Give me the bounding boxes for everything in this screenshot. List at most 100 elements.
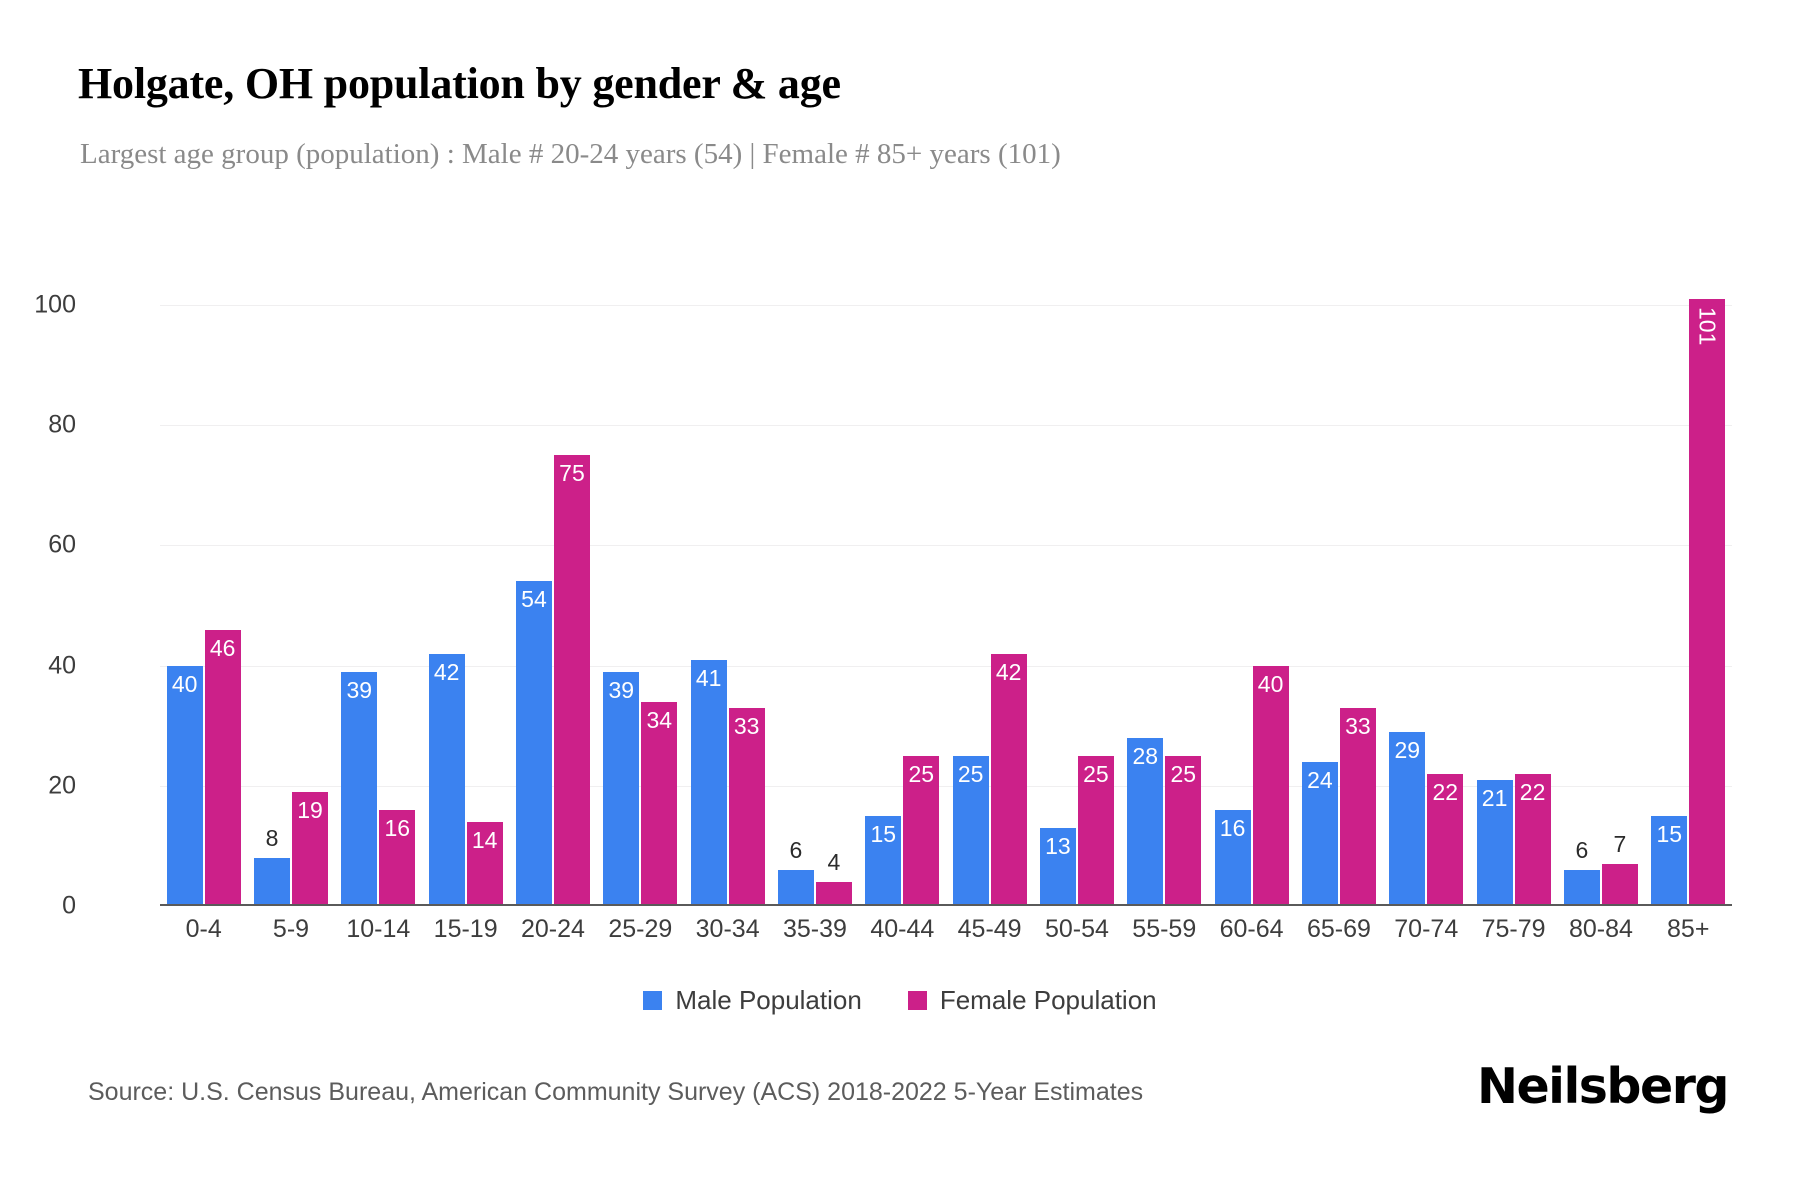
gridline (160, 545, 1732, 547)
bar-pair: 8 19 (253, 305, 328, 906)
bar[interactable]: 39 (603, 671, 640, 906)
bar[interactable]: 42 (990, 653, 1027, 906)
bar-value-label: 4 (827, 848, 841, 875)
bar[interactable]: 39 (341, 671, 378, 906)
bar-pair: 39 16 (341, 305, 416, 906)
bar[interactable]: 41 (690, 659, 727, 906)
bar-pair: 42 14 (428, 305, 503, 906)
x-axis-tick-label: 30-34 (695, 915, 760, 943)
bar-group: 29 22 (1383, 305, 1470, 906)
x-axis-tick-label: 60-64 (1219, 915, 1284, 943)
bar-value-label: 25 (1170, 760, 1197, 787)
bar[interactable]: 6 (1563, 837, 1600, 906)
bar-value-label: 21 (1481, 784, 1508, 811)
bar[interactable]: 4 (815, 849, 852, 906)
y-axis-tick-label: 40 (48, 651, 76, 680)
bar[interactable]: 16 (1214, 809, 1251, 906)
bar-value-label: 42 (433, 658, 460, 685)
bar-group: 40 46 (160, 305, 247, 906)
bar-pair: 15 101 (1651, 299, 1726, 906)
bar-pair: 24 33 (1301, 305, 1376, 906)
bar-group: 39 34 (597, 305, 684, 906)
bar[interactable]: 29 (1389, 731, 1426, 906)
bar-value-label: 22 (1432, 778, 1459, 805)
bar[interactable]: 25 (952, 755, 989, 906)
bar[interactable]: 28 (1127, 737, 1164, 906)
bar[interactable]: 54 (515, 581, 552, 906)
x-axis-tick-label: 40-44 (870, 915, 935, 943)
page-title: Holgate, OH population by gender & age (78, 59, 841, 108)
bar[interactable]: 16 (379, 809, 416, 906)
bar[interactable]: 8 (253, 825, 290, 906)
gridline (160, 305, 1732, 306)
bar-group: 42 14 (422, 305, 509, 906)
x-axis-labels: 0-4 5-9 10-14 15-19 20-24 25-29 30-34 35-39 40-4… (160, 915, 1732, 944)
bar[interactable]: 75 (553, 455, 590, 906)
legend-item[interactable]: Female Population (907, 985, 1157, 1016)
bar[interactable]: 14 (466, 821, 503, 906)
bar-value-label: 25 (1083, 760, 1109, 787)
bar[interactable]: 13 (1039, 827, 1076, 906)
bar[interactable]: 21 (1476, 779, 1513, 906)
bar[interactable]: 46 (204, 629, 241, 906)
bar[interactable]: 40 (1252, 665, 1289, 906)
y-axis-tick-label: 80 (48, 410, 76, 439)
bar[interactable]: 40 (166, 665, 203, 906)
bar-group: 24 33 (1295, 305, 1382, 906)
gridline (160, 785, 1732, 787)
bar-value-label: 33 (733, 712, 760, 739)
bar-groups: 40 46 8 19 39 16 42 14 54 75 39 34 41 33 6 4 15 25 25 42 13 2… (160, 299, 1732, 906)
bar[interactable]: 15 (865, 815, 902, 906)
x-axis-tick-label: 75-79 (1481, 915, 1546, 943)
bar[interactable]: 34 (641, 701, 678, 906)
bar-value-label: 40 (171, 670, 198, 697)
bar[interactable]: 25 (1077, 755, 1114, 906)
bar[interactable]: 101 (1689, 299, 1726, 906)
bar[interactable]: 42 (428, 653, 465, 906)
x-axis-tick-label: 80-84 (1568, 915, 1633, 943)
bar-pair: 40 46 (166, 305, 241, 906)
bar[interactable]: 6 (777, 837, 814, 906)
bar-group: 41 33 (684, 305, 771, 906)
bar[interactable]: 15 (1651, 815, 1688, 906)
bar-value-label: 39 (346, 676, 373, 703)
bar-group: 54 75 (509, 305, 596, 906)
bar[interactable]: 25 (1165, 755, 1202, 906)
bar-group: 25 42 (946, 305, 1033, 906)
bar-pair: 28 25 (1127, 305, 1202, 906)
bar-pair: 54 75 (515, 305, 590, 906)
bar-value-label: 54 (521, 586, 547, 613)
bar[interactable]: 24 (1301, 761, 1338, 906)
bar-value-label: 24 (1307, 766, 1333, 793)
bar[interactable]: 22 (1427, 773, 1464, 906)
bar-value-label: 33 (1345, 712, 1371, 739)
bar[interactable]: 7 (1601, 831, 1638, 906)
bar-value-label: 16 (1219, 814, 1246, 841)
bar-group: 15 101 (1645, 299, 1732, 906)
bar-value-label: 16 (384, 814, 411, 841)
bar[interactable]: 33 (1339, 707, 1376, 906)
bar-value-label: 46 (209, 634, 236, 661)
y-axis-tick-label: 0 (62, 891, 76, 920)
legend-swatch-icon (643, 991, 663, 1010)
bar-pair: 16 40 (1214, 305, 1289, 906)
bar[interactable]: 25 (903, 755, 940, 906)
x-axis-tick-label: 35-39 (782, 915, 847, 943)
bar-group: 16 40 (1208, 305, 1295, 906)
x-axis-tick-label: 5-9 (272, 915, 310, 943)
bar[interactable]: 19 (291, 791, 328, 906)
bar[interactable]: 33 (728, 707, 765, 906)
x-axis-tick-label: 85+ (1667, 915, 1710, 943)
bar-value-label: 29 (1394, 736, 1421, 763)
bar[interactable]: 22 (1514, 773, 1551, 906)
legend-item[interactable]: Male Population (643, 985, 862, 1016)
bar-group: 39 16 (335, 305, 422, 906)
bar-pair: 13 25 (1039, 305, 1114, 906)
bar-value-label: 25 (957, 760, 984, 787)
bar-value-label: 7 (1613, 830, 1627, 857)
bar-pair: 21 22 (1476, 305, 1551, 906)
bar-value-label: 42 (995, 658, 1022, 685)
